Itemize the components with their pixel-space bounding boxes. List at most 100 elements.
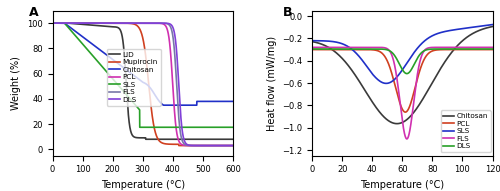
DLS	[392, 55, 398, 57]
Chitosan	[318, 43, 324, 45]
FLS	[452, 46, 458, 49]
DLS	[230, 144, 236, 147]
Chitosan	[397, 122, 403, 124]
FLS	[118, 22, 124, 24]
SLS	[397, 72, 403, 74]
DLS	[226, 144, 232, 147]
DLS	[194, 144, 200, 147]
Mupirocin	[50, 22, 56, 24]
Mupirocin	[70, 22, 76, 24]
Chitosan	[118, 65, 124, 67]
Mupirocin	[230, 144, 236, 147]
FLS	[126, 22, 132, 24]
SLS	[230, 126, 236, 128]
PCL	[81, 22, 87, 24]
Mupirocin	[176, 144, 182, 147]
Mupirocin	[226, 144, 232, 147]
PCL	[226, 144, 232, 147]
Line: FLS: FLS	[52, 23, 233, 146]
LID	[50, 22, 56, 24]
Chitosan	[392, 122, 398, 125]
DLS	[397, 64, 403, 66]
Line: FLS: FLS	[312, 47, 492, 139]
PCL	[50, 22, 56, 24]
DLS	[126, 22, 132, 24]
Chitosan	[490, 25, 496, 28]
Line: PCL: PCL	[312, 50, 492, 112]
Legend: LID, Mupirocin, Chitosan, PCL, SLS, FLS, DLS: LID, Mupirocin, Chitosan, PCL, SLS, FLS,…	[106, 49, 160, 106]
PCL	[490, 49, 496, 51]
PCL	[484, 49, 490, 51]
DLS	[404, 72, 410, 75]
LID	[230, 138, 236, 140]
Chitosan	[81, 36, 87, 39]
Line: Mupirocin: Mupirocin	[52, 23, 233, 146]
LID	[70, 23, 76, 25]
Line: DLS: DLS	[52, 23, 233, 146]
SLS	[309, 40, 315, 42]
Line: LID: LID	[52, 23, 233, 139]
SLS	[490, 23, 496, 26]
Chitosan	[50, 22, 56, 24]
SLS	[484, 24, 490, 26]
DLS	[484, 48, 490, 50]
FLS	[392, 66, 398, 69]
Mupirocin	[118, 22, 124, 24]
Y-axis label: Weight (%): Weight (%)	[12, 56, 22, 110]
Mupirocin	[207, 144, 213, 147]
SLS	[392, 78, 398, 80]
Chitosan	[126, 71, 132, 73]
PCL	[392, 84, 398, 87]
PCL	[118, 22, 124, 24]
FLS	[191, 144, 197, 147]
Line: Chitosan: Chitosan	[52, 23, 233, 105]
FLS	[207, 144, 213, 147]
Mupirocin	[126, 22, 132, 24]
SLS	[50, 22, 56, 24]
X-axis label: Temperature (°C): Temperature (°C)	[360, 180, 444, 190]
PCL	[188, 144, 194, 147]
DLS	[118, 22, 124, 24]
FLS	[226, 144, 232, 147]
Chitosan	[309, 40, 315, 43]
Line: PCL: PCL	[52, 23, 233, 146]
DLS	[70, 22, 76, 24]
SLS	[118, 88, 124, 90]
PCL	[230, 144, 236, 147]
Chitosan	[452, 48, 458, 50]
PCL	[309, 49, 315, 51]
FLS	[484, 46, 490, 49]
LID	[207, 138, 213, 140]
Chitosan	[160, 104, 166, 106]
SLS	[226, 126, 232, 128]
PCL	[207, 144, 213, 147]
Chitosan	[394, 122, 400, 125]
Mupirocin	[81, 22, 87, 24]
FLS	[397, 100, 403, 102]
DLS	[309, 48, 315, 50]
FLS	[404, 138, 410, 140]
SLS	[126, 97, 132, 99]
Text: A: A	[29, 6, 38, 19]
PCL	[484, 49, 490, 51]
SLS	[207, 126, 213, 128]
LID	[226, 138, 232, 140]
DLS	[452, 48, 458, 50]
Line: DLS: DLS	[312, 49, 492, 74]
Chitosan	[484, 27, 490, 29]
FLS	[318, 46, 324, 49]
SLS	[484, 24, 490, 26]
PCL	[452, 49, 458, 51]
Chitosan	[230, 100, 236, 103]
Chitosan	[484, 27, 490, 29]
FLS	[484, 46, 490, 49]
PCL	[70, 22, 76, 24]
DLS	[50, 22, 56, 24]
LID	[81, 23, 87, 26]
FLS	[81, 22, 87, 24]
FLS	[50, 22, 56, 24]
Legend: Chitosan, PCL, SLS, FLS, DLS: Chitosan, PCL, SLS, FLS, DLS	[440, 110, 490, 152]
SLS	[81, 44, 87, 46]
Chitosan	[226, 100, 232, 103]
Y-axis label: Heat flow (mW/mg): Heat flow (mW/mg)	[266, 36, 276, 131]
